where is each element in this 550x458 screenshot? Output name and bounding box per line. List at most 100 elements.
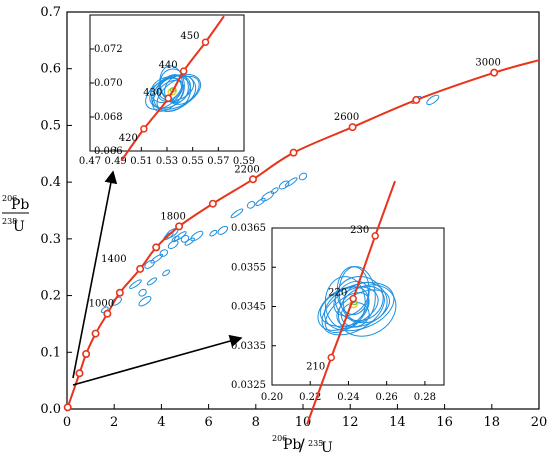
inset-error-ellipse <box>324 282 395 332</box>
error-ellipse <box>162 269 171 277</box>
inset-age-label: 450 <box>180 31 199 42</box>
inset-top-age-labels: 420 430 440 450 <box>119 31 200 144</box>
concordia-age-marker <box>248 175 257 184</box>
x-tick-label: 18 <box>484 415 501 430</box>
x-label-denominator-mass: 235 <box>308 439 323 448</box>
x-tick-label: 12 <box>342 415 359 430</box>
inset-error-ellipse <box>338 284 397 337</box>
inset-y-tick-label: 0.068 <box>94 112 123 123</box>
y-tick-label: 0.1 <box>40 345 61 360</box>
error-ellipse <box>167 240 179 250</box>
x-tick-label: 20 <box>531 415 548 430</box>
inset-y-tick-label: 0.0365 <box>231 223 266 234</box>
error-ellipse <box>278 180 290 190</box>
main-concordia-markers <box>63 68 499 412</box>
error-ellipse <box>180 235 190 243</box>
inset-age-label: 210 <box>306 362 325 373</box>
error-ellipse <box>138 288 147 297</box>
inset-bottom-ellipses <box>317 266 397 337</box>
y-label-numerator-mass: 206 <box>2 194 17 203</box>
x-label-denominator-element: U <box>321 440 333 456</box>
y-tick-label: 0.2 <box>40 289 61 304</box>
inset-x-tick-label: 0.47 <box>79 156 101 167</box>
concordia-age-marker <box>412 95 421 104</box>
x-label-slash: / <box>299 436 305 456</box>
x-tick-label: 6 <box>204 415 212 430</box>
x-tick-label: 4 <box>157 415 165 430</box>
concordia-age-marker <box>103 309 112 318</box>
y-axis-label: 206 Pb 238 U <box>2 194 29 235</box>
concordia-age-marker <box>75 369 84 378</box>
x-tick-label: 14 <box>389 415 406 430</box>
main-axis-ticks: 0 2 4 6 8 10 12 14 16 18 20 0.0 0.1 0.2 0.3 0.4 0.5 0.6 0.… <box>40 5 547 430</box>
x-label-numerator-element: Pb <box>283 437 301 453</box>
inset-age-label: 230 <box>350 225 369 236</box>
x-tick-label: 0 <box>63 415 71 430</box>
concordia-age-label: 2600 <box>334 112 359 123</box>
x-tick-label: 16 <box>436 415 453 430</box>
error-ellipse <box>217 225 229 235</box>
inset-age-label: 440 <box>159 60 178 71</box>
arrow-to-bottom-inset <box>72 334 243 386</box>
error-ellipse <box>129 279 142 290</box>
error-ellipse <box>284 177 298 187</box>
inset-x-tick-label: 0.28 <box>414 392 436 403</box>
inset-bottom-frame <box>271 227 445 386</box>
inset-x-tick-label: 0.24 <box>337 392 359 403</box>
error-ellipse <box>146 277 158 286</box>
y-tick-label: 0.6 <box>40 62 61 77</box>
x-label-numerator-mass: 206 <box>272 434 287 443</box>
inset-age-label: 430 <box>143 87 162 98</box>
inset-top-ellipses <box>145 65 202 113</box>
inset-age-marker <box>201 38 210 46</box>
inset-x-tick-label: 0.57 <box>207 156 229 167</box>
error-ellipse <box>230 208 244 219</box>
concordia-age-label: 2200 <box>234 164 259 175</box>
inset-age-marker <box>327 353 335 362</box>
arrow-to-top-inset <box>72 170 118 379</box>
inset-y-tick-label: 0.0345 <box>231 302 266 313</box>
y-label-numerator-element: Pb <box>11 197 29 213</box>
concordia-age-marker <box>175 222 184 231</box>
concordia-age-label: 1800 <box>160 211 185 222</box>
inset-age-label: 420 <box>119 133 138 144</box>
error-ellipse <box>246 200 256 209</box>
inset-age-marker <box>140 125 148 133</box>
inset-top-markers <box>140 38 210 133</box>
error-ellipse <box>144 259 155 269</box>
inset-x-tick-label: 0.55 <box>182 156 204 167</box>
inset-bottom-ticks: 0.20 0.22 0.24 0.26 0.28 0.0325 0.0335 0.0345 0.… <box>231 223 436 403</box>
error-ellipse <box>255 197 266 207</box>
inset-y-tick-label: 0.0325 <box>231 380 266 391</box>
x-tick-label: 10 <box>295 415 312 430</box>
inset-age-label: 220 <box>328 288 347 299</box>
inset-y-tick-label: 0.0355 <box>231 262 266 273</box>
inset-top: 0.47 0.49 0.51 0.53 0.55 0.57 0.59 0.066 0.068 0.… <box>79 14 255 167</box>
error-ellipse <box>150 253 164 264</box>
error-ellipse <box>298 172 308 181</box>
inset-y-tick-label: 0.0335 <box>231 341 266 352</box>
error-ellipse <box>159 249 168 257</box>
error-ellipse <box>426 94 440 106</box>
concordia-age-marker <box>490 68 499 77</box>
y-tick-label: 0.5 <box>40 118 61 133</box>
concordia-age-label: 1400 <box>101 254 126 265</box>
error-ellipse <box>138 296 152 307</box>
error-ellipse <box>261 191 275 202</box>
concordia-age-marker <box>136 264 145 273</box>
inset-error-ellipse <box>145 77 184 110</box>
inset-x-tick-label: 0.53 <box>156 156 178 167</box>
concordia-age-marker <box>82 349 91 358</box>
y-tick-label: 0.4 <box>40 175 61 190</box>
concordia-age-marker <box>208 199 217 208</box>
y-label-denominator-element: U <box>13 219 25 235</box>
inset-bottom-age-labels: 210 220 230 <box>306 225 369 373</box>
x-tick-label: 8 <box>252 415 260 430</box>
y-tick-label: 0.0 <box>40 402 61 417</box>
y-label-denominator-mass: 238 <box>2 217 17 226</box>
inset-y-tick-label: 0.072 <box>94 44 123 55</box>
inset-top-ticks: 0.47 0.49 0.51 0.53 0.55 0.57 0.59 0.066 0.068 0.… <box>79 44 255 167</box>
x-tick-label: 2 <box>110 415 118 430</box>
